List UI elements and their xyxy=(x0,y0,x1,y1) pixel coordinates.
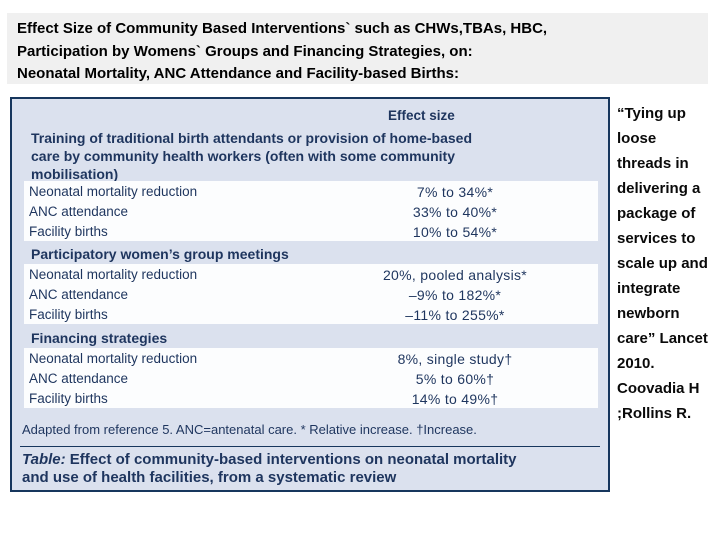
row-value: 7% to 34%* xyxy=(416,184,494,200)
quote-line: scale up and xyxy=(617,255,708,272)
section-header-line: Participatory women’s group meetings xyxy=(31,246,289,262)
caption-label: Table: xyxy=(22,451,66,468)
caption-line-1: Table: Effect of community-based interve… xyxy=(22,451,517,469)
caption-line-2: and use of health facilities, from a sys… xyxy=(22,468,397,486)
table-row: Facility births 10% to 54%* xyxy=(24,221,598,241)
table-row: ANC attendance –9% to 182%* xyxy=(24,284,598,304)
row-label: Neonatal mortality reduction xyxy=(29,184,198,199)
title-line-1: Effect Size of Community Based Intervent… xyxy=(17,20,548,37)
quote-line: services to xyxy=(617,230,696,247)
section-header-line: Training of traditional birth attendants… xyxy=(31,130,473,146)
row-label: Facility births xyxy=(29,224,108,239)
table-caption: Table: Effect of community-based interve… xyxy=(22,451,517,486)
quote-line: “Tying up xyxy=(617,105,686,122)
section-header-financing: Financing strategies xyxy=(31,329,167,347)
caption-text: Effect of community-based interventions … xyxy=(65,451,517,468)
row-value: 20%, pooled analysis* xyxy=(382,267,528,283)
title-line-2: Participation by Womens` Groups and Fina… xyxy=(17,42,473,60)
row-label: Neonatal mortality reduction xyxy=(29,267,198,282)
section-header-line: mobilisation) xyxy=(31,166,119,182)
row-value: 33% to 40%* xyxy=(412,204,498,220)
row-label: ANC attendance xyxy=(29,371,129,386)
quote-line: loose xyxy=(617,130,657,147)
table-footnote: Adapted from reference 5. ANC=antenatal … xyxy=(22,422,477,437)
section-header-line: care by community health workers (often … xyxy=(31,148,455,164)
table-row: Neonatal mortality reduction 8%, single … xyxy=(24,348,598,368)
section-header-line: Financing strategies xyxy=(31,330,168,346)
caption-divider-line xyxy=(20,446,600,447)
row-value: –11% to 255%* xyxy=(405,307,505,323)
row-value: 10% to 54%* xyxy=(412,224,498,240)
row-label: ANC attendance xyxy=(29,204,129,219)
quote-line: care” Lancet xyxy=(617,330,708,347)
table-row: Facility births –11% to 255%* xyxy=(24,304,598,324)
quote-line: ;Rollins R. xyxy=(617,405,692,422)
effect-size-table: Effect size Training of traditional birt… xyxy=(10,97,610,492)
lancet-quote: “Tying up loose threads in delivering a … xyxy=(617,101,717,426)
quote-line: delivering a xyxy=(617,180,701,197)
table-row: Neonatal mortality reduction 7% to 34%* xyxy=(24,181,598,201)
quote-line: threads in xyxy=(617,155,689,172)
table-rows-group-1: Neonatal mortality reduction 7% to 34%* … xyxy=(24,181,598,241)
table-row: ANC attendance 33% to 40%* xyxy=(24,201,598,221)
row-label: ANC attendance xyxy=(29,287,129,302)
table-rows-group-2: Neonatal mortality reduction 20%, pooled… xyxy=(24,264,598,324)
table-row: ANC attendance 5% to 60%† xyxy=(24,368,598,388)
table-rows-group-3: Neonatal mortality reduction 8%, single … xyxy=(24,348,598,408)
table-row: Neonatal mortality reduction 20%, pooled… xyxy=(24,264,598,284)
row-label: Neonatal mortality reduction xyxy=(29,351,198,366)
row-label: Facility births xyxy=(29,391,108,406)
quote-line: package of xyxy=(617,205,696,222)
table-row: Facility births 14% to 49%† xyxy=(24,388,598,408)
row-value: 5% to 60%† xyxy=(415,371,495,387)
slide-title: Effect Size of Community Based Intervent… xyxy=(7,13,708,84)
section-header-womens-groups: Participatory women’s group meetings xyxy=(31,245,289,263)
row-label: Facility births xyxy=(29,307,108,322)
quote-line: 2010. xyxy=(617,355,655,372)
quote-line: Coovadia H xyxy=(617,380,700,397)
row-value: 8%, single study† xyxy=(397,351,513,367)
quote-line: integrate xyxy=(617,280,681,297)
title-line-3: Neonatal Mortality, ANC Attendance and F… xyxy=(17,65,460,82)
section-header-tba-chw-training: Training of traditional birth attendants… xyxy=(31,129,472,183)
quote-line: newborn xyxy=(617,305,680,322)
row-value: –9% to 182%* xyxy=(408,287,502,303)
column-header-effect-size: Effect size xyxy=(388,108,455,123)
row-value: 14% to 49%† xyxy=(411,391,499,407)
